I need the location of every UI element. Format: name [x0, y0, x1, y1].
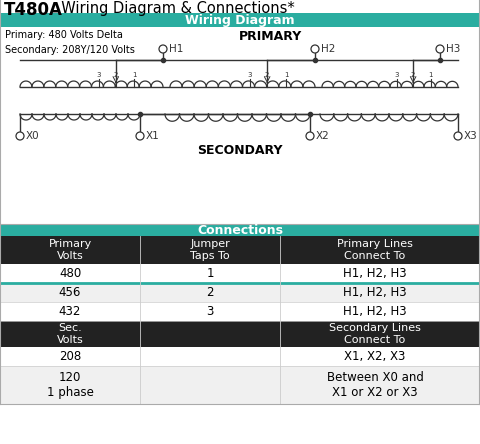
Text: H1, H2, H3: H1, H2, H3 — [343, 267, 407, 280]
Circle shape — [311, 45, 319, 53]
FancyBboxPatch shape — [0, 347, 480, 366]
FancyBboxPatch shape — [0, 366, 480, 404]
FancyBboxPatch shape — [0, 236, 480, 264]
FancyBboxPatch shape — [0, 13, 480, 15]
Text: H1, H2, H3: H1, H2, H3 — [343, 305, 407, 318]
Text: 2: 2 — [411, 72, 415, 78]
Text: Secondary Lines
Connect To: Secondary Lines Connect To — [329, 323, 421, 345]
Text: X2: X2 — [316, 131, 330, 141]
Text: 1: 1 — [132, 72, 137, 78]
FancyBboxPatch shape — [0, 302, 480, 321]
Circle shape — [306, 132, 314, 140]
Text: Primary
Volts: Primary Volts — [48, 239, 92, 261]
Text: 3: 3 — [96, 72, 101, 78]
Text: H2: H2 — [321, 44, 336, 54]
Text: 2: 2 — [114, 72, 118, 78]
Text: 2: 2 — [206, 286, 214, 299]
Text: Sec.
Volts: Sec. Volts — [57, 323, 84, 345]
Circle shape — [16, 132, 24, 140]
Text: Wiring Diagram: Wiring Diagram — [185, 15, 295, 28]
Text: Primary: 480 Volts Delta
Secondary: 208Y/120 Volts: Primary: 480 Volts Delta Secondary: 208Y… — [5, 30, 135, 55]
Text: 1: 1 — [206, 267, 214, 280]
Text: 2: 2 — [265, 72, 269, 78]
FancyBboxPatch shape — [0, 27, 480, 216]
Text: 1: 1 — [284, 72, 288, 78]
Text: 3: 3 — [206, 305, 214, 318]
Text: 480: 480 — [59, 267, 81, 280]
Text: Between X0 and
X1 or X2 or X3: Between X0 and X1 or X2 or X3 — [326, 371, 423, 399]
FancyBboxPatch shape — [0, 224, 480, 236]
Text: 456: 456 — [59, 286, 81, 299]
Text: Wiring Diagram & Connections*: Wiring Diagram & Connections* — [52, 1, 295, 16]
Text: 120
1 phase: 120 1 phase — [47, 371, 94, 399]
Text: H1: H1 — [169, 44, 183, 54]
Text: Jumper
Taps To: Jumper Taps To — [190, 239, 230, 261]
Text: 3: 3 — [248, 72, 252, 78]
Text: Connections: Connections — [197, 223, 283, 237]
Text: 1: 1 — [429, 72, 433, 78]
Text: X0: X0 — [26, 131, 40, 141]
Circle shape — [159, 45, 167, 53]
FancyBboxPatch shape — [0, 321, 480, 347]
Text: H1, H2, H3: H1, H2, H3 — [343, 286, 407, 299]
Circle shape — [136, 132, 144, 140]
Text: H3: H3 — [446, 44, 460, 54]
FancyBboxPatch shape — [0, 283, 480, 302]
Text: X1, X2, X3: X1, X2, X3 — [344, 350, 406, 363]
Text: 432: 432 — [59, 305, 81, 318]
Text: Primary Lines
Connect To: Primary Lines Connect To — [337, 239, 413, 261]
Text: SECONDARY: SECONDARY — [197, 144, 283, 157]
Text: X1: X1 — [146, 131, 160, 141]
Circle shape — [436, 45, 444, 53]
Text: PRIMARY: PRIMARY — [239, 30, 301, 43]
Text: 3: 3 — [395, 72, 399, 78]
Text: T480A: T480A — [4, 1, 63, 19]
FancyBboxPatch shape — [0, 15, 480, 27]
Text: X3: X3 — [464, 131, 478, 141]
FancyBboxPatch shape — [0, 264, 480, 283]
Circle shape — [454, 132, 462, 140]
Text: 208: 208 — [59, 350, 81, 363]
